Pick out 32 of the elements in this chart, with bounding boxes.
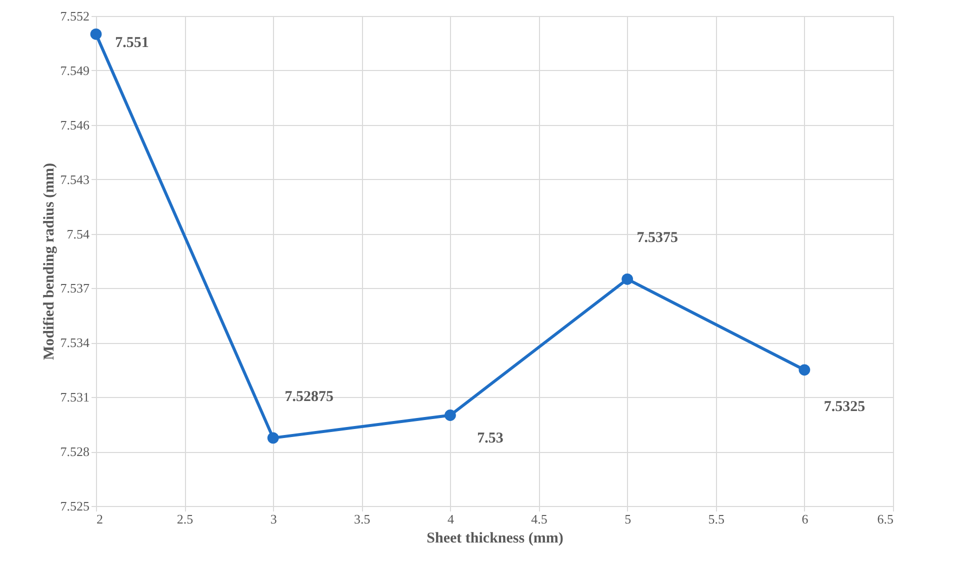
y-tick-label: 7.528 <box>60 444 90 460</box>
point <box>444 410 456 421</box>
data-label: 7.5325 <box>824 398 866 415</box>
x-tick-label: 4.5 <box>531 512 548 526</box>
x-tick-label: 5.5 <box>708 512 725 526</box>
y-axis-title: Modified bending radius (mm) <box>41 162 58 360</box>
x-tick-label: 6 <box>802 512 809 526</box>
y-tick-label: 7.549 <box>60 62 90 78</box>
point <box>622 273 634 285</box>
y-tick-label: 7.543 <box>60 172 90 187</box>
x-tick-label: 6.5 <box>877 512 894 526</box>
x-tick-label: 3.5 <box>354 512 370 526</box>
point <box>798 364 810 376</box>
data-label: 7.53 <box>477 430 504 446</box>
y-tick-label: 7.546 <box>60 117 90 132</box>
x-tick-label: 5 <box>624 512 632 526</box>
point <box>90 28 102 40</box>
point <box>267 432 279 444</box>
data-label: 7.5375 <box>636 230 678 246</box>
y-tick-label: 7.552 <box>60 8 90 24</box>
y-tick-label: 7.531 <box>60 390 90 405</box>
y-tick-label: 7.54 <box>66 226 90 242</box>
y-tick-label: 7.534 <box>60 335 90 350</box>
y-tick-label: 7.537 <box>60 280 90 296</box>
x-tick-label: 2 <box>96 512 103 526</box>
x-tick-label: 3 <box>270 512 277 526</box>
data-label: 7.551 <box>115 35 149 52</box>
x-tick-label: 2.5 <box>176 512 194 526</box>
y-tick-label: 7.525 <box>60 498 90 514</box>
data-label: 7.52875 <box>284 388 334 405</box>
x-axis-title: Sheet thickness (mm) <box>426 530 564 546</box>
x-tick-label: 4 <box>447 512 454 526</box>
